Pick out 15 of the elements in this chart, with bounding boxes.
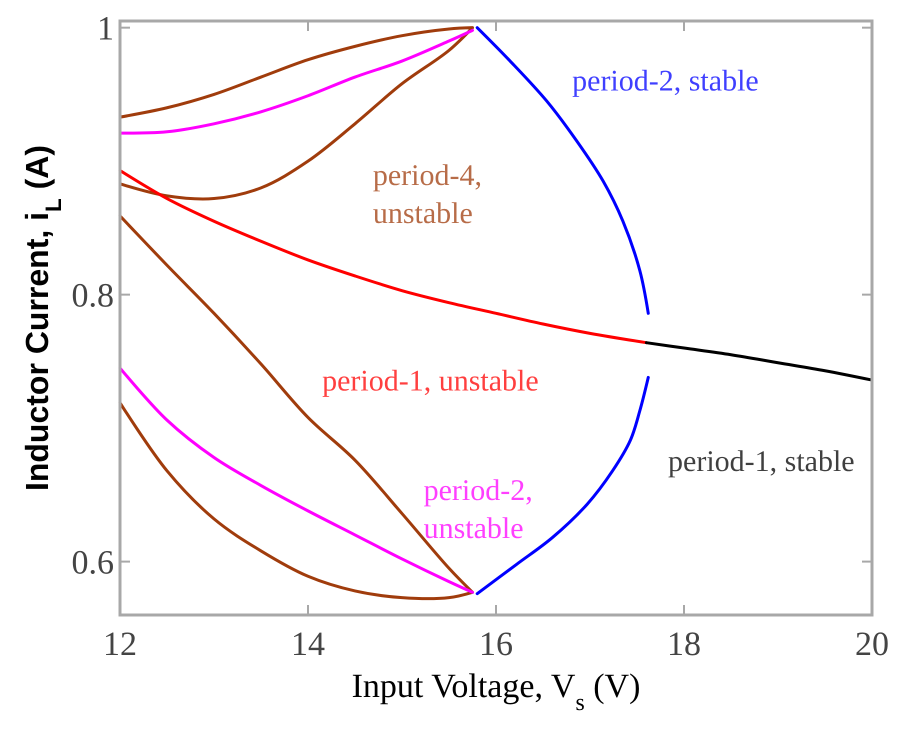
x-tick-label: 18 [667,626,701,663]
text: period-1, stable [668,444,855,478]
y-tick-label: 1 [97,10,114,48]
series-label: period-2, unstable [424,474,533,546]
x-axis-title: Input Voltage, V$_{s}$ (V) [352,668,640,716]
x-tick-label: 12 [103,626,137,663]
series-label: period-2, stable [572,64,759,98]
y-tick-label: 0.6 [72,544,114,582]
x-tick-label: 16 [479,626,513,663]
series-label: period-1, unstable [322,364,539,398]
x-tick-label: 14 [291,626,325,663]
line-series [644,341,874,382]
x-tick-label: 20 [855,626,889,663]
y-tick-label: 0.8 [72,278,114,315]
series-label: period-4, unstable [372,159,482,230]
